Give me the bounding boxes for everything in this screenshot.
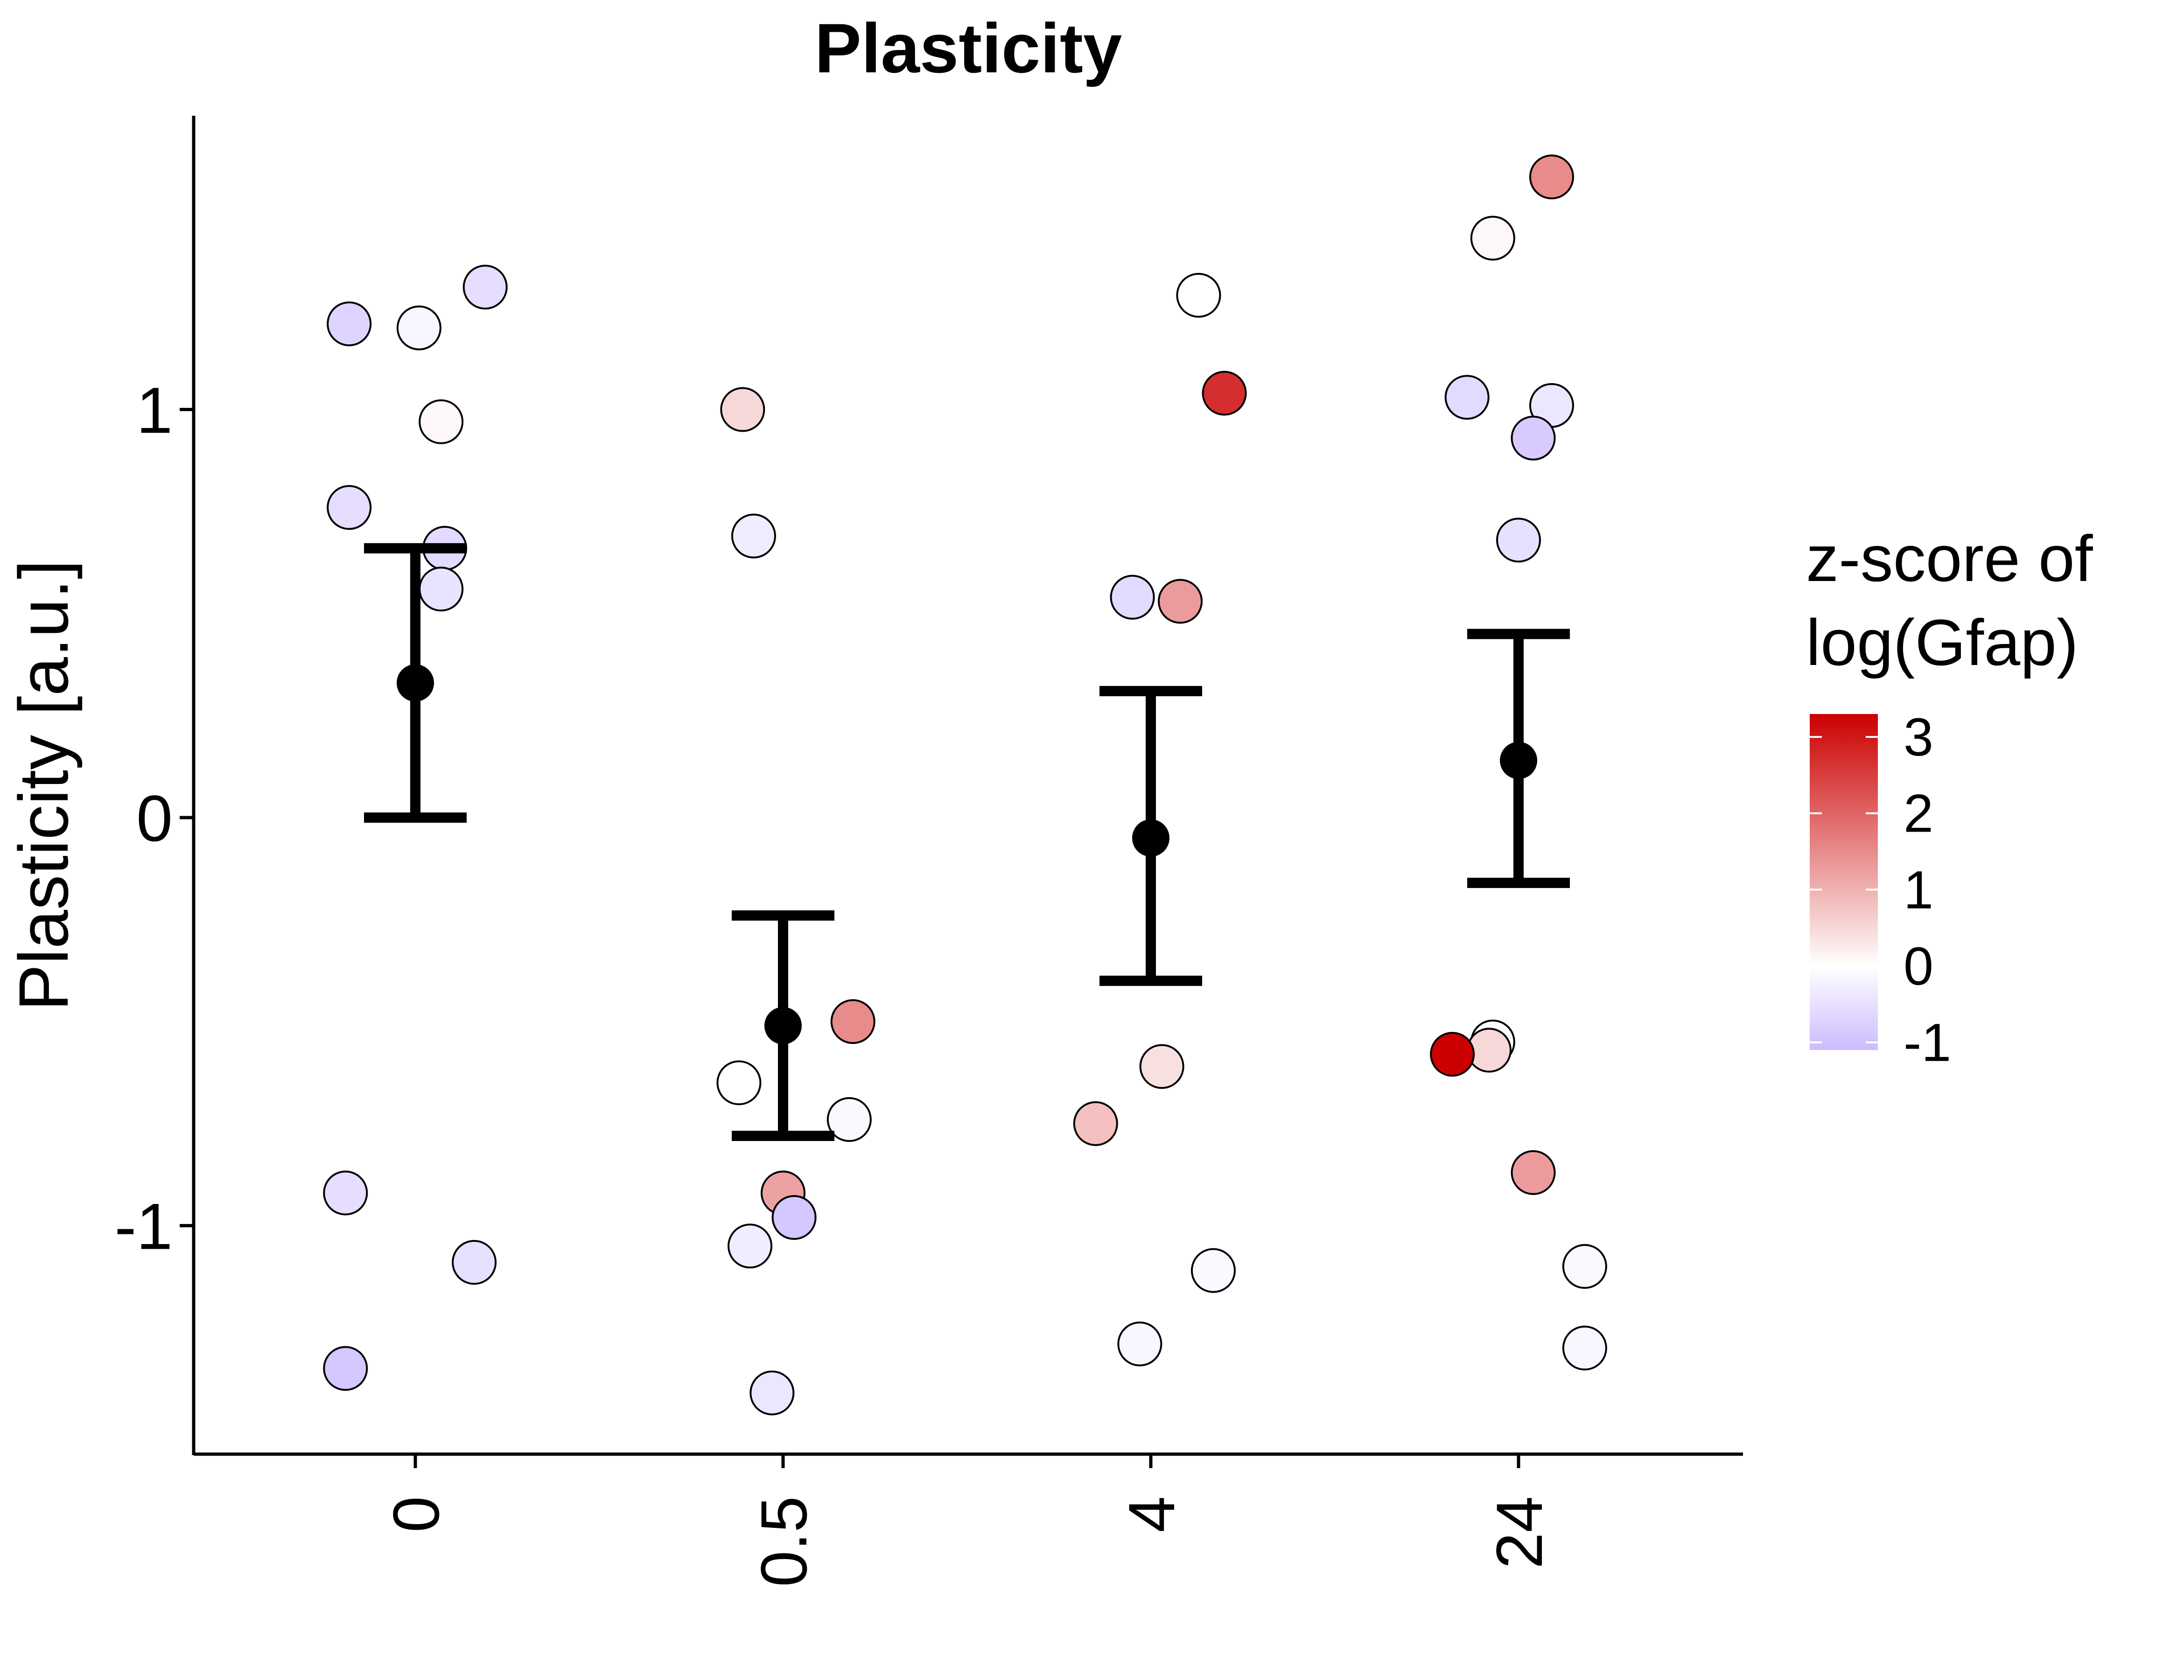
- x-tick-label: 24: [1483, 1496, 1556, 1569]
- legend-ticks: 3 2 1 0 -1: [1810, 707, 1951, 1073]
- mean-point: [397, 664, 434, 702]
- data-point: [1073, 1101, 1118, 1146]
- data-point: [830, 999, 875, 1044]
- data-point: [1117, 1321, 1162, 1366]
- data-point: [1190, 1248, 1236, 1293]
- legend-title-line-2: log(Gfap): [1806, 606, 2079, 679]
- x-tick-label: 4: [1115, 1496, 1188, 1533]
- data-point: [716, 1060, 762, 1106]
- y-tick-label: 1: [136, 374, 173, 447]
- legend-tick-label: 0: [1904, 937, 1933, 996]
- colorbar: [1810, 714, 1878, 1050]
- data-point: [1496, 518, 1541, 563]
- x-tick-label: 0.5: [747, 1496, 820, 1587]
- legend-tick-label: 1: [1904, 860, 1933, 920]
- legend-tick-label: -1: [1904, 1013, 1951, 1073]
- data-point: [1139, 1044, 1184, 1089]
- mean-point: [764, 1007, 802, 1044]
- data-point: [1158, 579, 1203, 624]
- legend-tick-label: 3: [1904, 707, 1933, 767]
- data-point: [1562, 1325, 1607, 1371]
- y-ticks: -1 0 1: [115, 374, 194, 1263]
- data-point: [419, 399, 464, 444]
- y-tick-label: -1: [115, 1190, 173, 1263]
- legend: z-score of log(Gfap) 3 2 1 0 -1: [1806, 522, 2093, 1073]
- data-point: [771, 1195, 817, 1240]
- x-ticks: 0 0.5 4 24: [379, 1454, 1556, 1587]
- data-point: [1470, 216, 1515, 261]
- data-point: [396, 305, 441, 350]
- data-point: [1202, 371, 1247, 416]
- data-point: [731, 513, 776, 559]
- data-point: [1511, 415, 1556, 461]
- y-axis-title: Plasticity [a.u.]: [4, 560, 83, 1011]
- data-point: [1444, 375, 1490, 420]
- data-point: [419, 567, 464, 612]
- data-point: [323, 1346, 368, 1391]
- y-tick-label: 0: [136, 782, 173, 855]
- data-point: [720, 387, 765, 432]
- legend-tick-label: 2: [1904, 784, 1933, 844]
- data-point: [323, 1170, 368, 1216]
- data-point: [728, 1224, 773, 1269]
- summary-layer: [364, 543, 1570, 1141]
- data-point: [1110, 574, 1155, 620]
- x-tick-label: 0: [379, 1496, 453, 1533]
- legend-title-line-1: z-score of: [1806, 522, 2093, 595]
- data-point: [749, 1370, 795, 1415]
- data-point: [1562, 1244, 1607, 1289]
- data-point: [1176, 273, 1221, 318]
- mean-point: [1132, 819, 1169, 857]
- data-point: [462, 265, 508, 310]
- data-point: [327, 301, 372, 346]
- data-point: [1511, 1150, 1556, 1195]
- data-point: [1430, 1032, 1475, 1077]
- points-layer: [323, 154, 1607, 1415]
- data-point: [826, 1097, 872, 1142]
- chart-title: Plasticity: [815, 9, 1122, 87]
- data-point: [452, 1240, 497, 1285]
- data-point: [327, 485, 372, 530]
- mean-point: [1500, 742, 1537, 779]
- data-point: [1529, 154, 1574, 200]
